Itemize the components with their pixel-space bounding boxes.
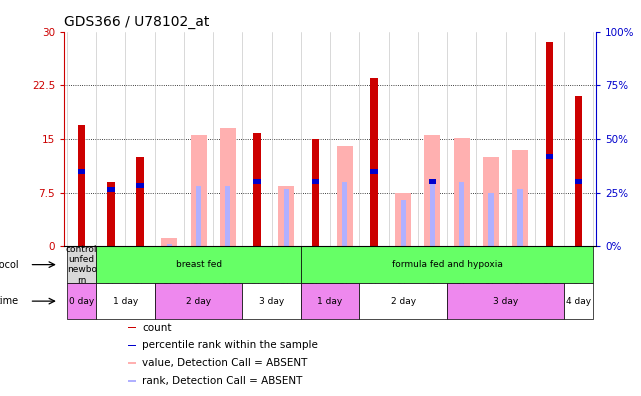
Bar bbox=[564, 283, 593, 320]
Bar bbox=[545, 42, 553, 246]
Bar bbox=[312, 139, 319, 246]
Bar bbox=[312, 179, 319, 185]
Bar bbox=[483, 157, 499, 246]
Text: count: count bbox=[142, 323, 172, 333]
Text: rank, Detection Call = ABSENT: rank, Detection Call = ABSENT bbox=[142, 376, 303, 386]
Bar bbox=[128, 345, 136, 346]
Bar bbox=[128, 327, 136, 328]
Bar bbox=[67, 246, 96, 283]
Bar bbox=[447, 283, 564, 320]
Bar bbox=[253, 133, 261, 246]
Text: breast fed: breast fed bbox=[176, 260, 222, 269]
Text: 1 day: 1 day bbox=[113, 297, 138, 306]
Bar bbox=[107, 187, 115, 192]
Text: 4 day: 4 day bbox=[566, 297, 591, 306]
Bar bbox=[137, 183, 144, 188]
Bar bbox=[512, 150, 528, 246]
Text: time: time bbox=[0, 296, 19, 306]
Bar bbox=[128, 380, 136, 382]
Text: 2 day: 2 day bbox=[390, 297, 416, 306]
Text: control
unfed
newbo
rn: control unfed newbo rn bbox=[66, 244, 97, 285]
Bar bbox=[278, 186, 294, 246]
Text: formula fed and hypoxia: formula fed and hypoxia bbox=[392, 260, 503, 269]
Bar bbox=[360, 283, 447, 320]
Bar bbox=[190, 135, 206, 246]
Bar bbox=[162, 238, 178, 246]
Bar bbox=[459, 182, 464, 246]
Text: percentile rank within the sample: percentile rank within the sample bbox=[142, 341, 318, 350]
Bar bbox=[517, 189, 523, 246]
Text: 0 day: 0 day bbox=[69, 297, 94, 306]
Bar bbox=[370, 78, 378, 246]
Bar bbox=[253, 179, 261, 185]
Bar bbox=[545, 154, 553, 160]
Bar bbox=[283, 189, 289, 246]
Bar bbox=[167, 244, 172, 246]
Bar bbox=[67, 283, 96, 320]
Text: 3 day: 3 day bbox=[493, 297, 518, 306]
Bar bbox=[454, 137, 470, 246]
Bar bbox=[301, 246, 593, 283]
Bar bbox=[220, 128, 236, 246]
Text: protocol: protocol bbox=[0, 260, 19, 270]
Bar bbox=[401, 200, 406, 246]
Bar bbox=[107, 182, 115, 246]
Bar bbox=[96, 246, 301, 283]
Bar bbox=[78, 125, 85, 246]
Text: 1 day: 1 day bbox=[317, 297, 343, 306]
Bar bbox=[301, 283, 360, 320]
Bar bbox=[128, 362, 136, 364]
Bar bbox=[429, 179, 436, 185]
Bar bbox=[96, 283, 154, 320]
Bar bbox=[154, 283, 242, 320]
Text: 2 day: 2 day bbox=[186, 297, 211, 306]
Bar bbox=[575, 96, 582, 246]
Bar bbox=[488, 193, 494, 246]
Bar bbox=[342, 182, 347, 246]
Text: GDS366 / U78102_at: GDS366 / U78102_at bbox=[64, 15, 210, 29]
Bar bbox=[137, 157, 144, 246]
Bar bbox=[424, 135, 440, 246]
Bar bbox=[78, 169, 85, 174]
Bar bbox=[430, 182, 435, 246]
Bar bbox=[196, 186, 201, 246]
Bar bbox=[575, 179, 582, 185]
Text: value, Detection Call = ABSENT: value, Detection Call = ABSENT bbox=[142, 358, 308, 368]
Bar bbox=[242, 283, 301, 320]
Bar bbox=[395, 193, 412, 246]
Text: 3 day: 3 day bbox=[259, 297, 284, 306]
Bar bbox=[225, 186, 230, 246]
Bar bbox=[370, 169, 378, 174]
Bar bbox=[337, 146, 353, 246]
